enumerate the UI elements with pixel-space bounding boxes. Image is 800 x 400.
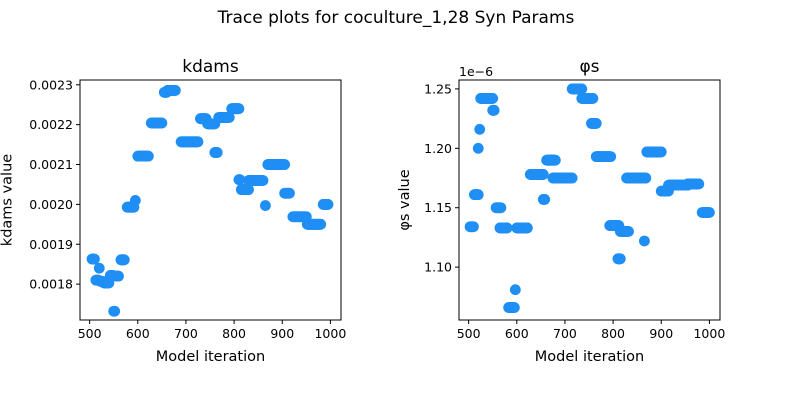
phis-data-point bbox=[501, 222, 513, 234]
phis-points bbox=[464, 83, 715, 313]
kdams-data-point bbox=[315, 218, 327, 230]
phis-xtick-label: 700 bbox=[553, 326, 577, 341]
phis-data-point bbox=[614, 253, 626, 265]
phis-ytick-label: 1.10 bbox=[424, 260, 452, 275]
phis-data-point bbox=[539, 194, 551, 205]
kdams-data-point bbox=[234, 174, 246, 186]
kdams-data-point bbox=[192, 136, 204, 148]
phis-data-point bbox=[521, 222, 533, 234]
phis-data-point bbox=[468, 221, 479, 233]
kdams-title: kdams bbox=[182, 57, 239, 77]
phis-data-point bbox=[495, 202, 507, 214]
kdams-data-point bbox=[243, 184, 254, 196]
kdams-data-point bbox=[279, 159, 291, 170]
kdams-xtick-label: 600 bbox=[126, 326, 150, 341]
phis-data-point bbox=[640, 172, 652, 184]
kdams-xlabel: Model iteration bbox=[156, 349, 265, 365]
phis-data-point bbox=[587, 93, 599, 104]
kdams-ytick-label: 0.0023 bbox=[29, 77, 73, 92]
phis-ytick-label: 1.20 bbox=[424, 141, 452, 156]
kdams-points bbox=[86, 84, 334, 317]
phis-xtick-label: 900 bbox=[649, 326, 673, 341]
phis-data-point bbox=[704, 207, 715, 218]
kdams-ticks: 500 600 700 800 900 1000 0.0018 0.0019 0.0020 0.0… bbox=[29, 77, 346, 341]
figure-suptitle: Trace plots for coculture_1,28 Syn Param… bbox=[217, 8, 575, 28]
kdams-data-point bbox=[118, 254, 130, 266]
phis-data-point bbox=[549, 154, 561, 166]
kdams-data-point bbox=[109, 305, 121, 317]
kdams-xtick-label: 1000 bbox=[314, 326, 346, 341]
phis-xtick-label: 1000 bbox=[693, 326, 725, 341]
phis-ticks: 500 600 700 800 900 1000 1.10 1.15 1.20 1.25 bbox=[424, 81, 725, 341]
phis-xlabel: Model iteration bbox=[535, 349, 644, 365]
kdams-data-point bbox=[89, 253, 100, 265]
phis-title: φs bbox=[579, 57, 599, 77]
kdams-ytick-label: 0.0021 bbox=[29, 157, 73, 172]
phis-data-point bbox=[472, 189, 484, 201]
kdams-xtick-label: 700 bbox=[174, 326, 198, 341]
kdams-data-point bbox=[233, 103, 245, 115]
kdams-data-point bbox=[260, 200, 271, 211]
kdams-data-point bbox=[156, 117, 168, 129]
phis-data-point bbox=[487, 93, 499, 104]
phis-data-point bbox=[509, 284, 521, 296]
kdams-data-point bbox=[284, 187, 295, 199]
phis-ytick-label: 1.25 bbox=[424, 81, 452, 96]
kdams-data-point bbox=[142, 150, 154, 162]
kdams-data-point bbox=[169, 84, 181, 96]
phis-xtick-label: 500 bbox=[457, 326, 481, 341]
phis-data-point bbox=[474, 123, 486, 135]
kdams-data-point bbox=[257, 175, 269, 186]
kdams-ytick-label: 0.0019 bbox=[29, 237, 73, 252]
phis-xtick-label: 800 bbox=[601, 326, 625, 341]
phis-ytick-label: 1.15 bbox=[424, 200, 452, 215]
phis-data-point bbox=[623, 226, 634, 237]
kdams-data-point bbox=[93, 262, 105, 274]
phis-xtick-label: 600 bbox=[505, 326, 529, 341]
phis-data-point bbox=[488, 104, 500, 116]
kdams-ytick-label: 0.0020 bbox=[29, 197, 73, 212]
kdams-data-point bbox=[322, 198, 334, 210]
phis-ylabel: φs value bbox=[397, 169, 413, 230]
kdams-ylabel: kdams value bbox=[0, 154, 16, 246]
phis-data-point bbox=[605, 151, 617, 163]
kdams-data-point bbox=[223, 112, 235, 123]
phis-data-point bbox=[508, 302, 520, 313]
phis-data-point bbox=[590, 117, 602, 129]
kdams-ytick-label: 0.0018 bbox=[29, 277, 73, 292]
kdams-data-point bbox=[113, 270, 124, 282]
phis-data-point bbox=[639, 235, 650, 247]
kdams-xtick-label: 900 bbox=[270, 326, 294, 341]
phis-data-point bbox=[472, 142, 484, 154]
kdams-ytick-label: 0.0022 bbox=[29, 117, 73, 132]
kdams-data-point bbox=[211, 147, 223, 158]
phis-data-point bbox=[655, 146, 667, 158]
phis-data-point bbox=[576, 83, 588, 95]
phis-data-point bbox=[566, 172, 578, 184]
phis-plot-frame bbox=[458, 79, 721, 321]
phis-panel: φs Model iteration φs value 1e−6 500 600 7… bbox=[397, 57, 725, 365]
kdams-data-point bbox=[129, 195, 141, 206]
phis-offset-text: 1e−6 bbox=[459, 64, 493, 79]
phis-data-point bbox=[537, 169, 549, 180]
kdams-panel: kdams Model iteration kdams value 500 600… bbox=[0, 57, 346, 365]
kdams-plot-frame bbox=[79, 79, 342, 321]
kdams-xtick-label: 800 bbox=[222, 326, 246, 341]
phis-data-point bbox=[693, 178, 705, 190]
kdams-xtick-label: 500 bbox=[78, 326, 102, 341]
